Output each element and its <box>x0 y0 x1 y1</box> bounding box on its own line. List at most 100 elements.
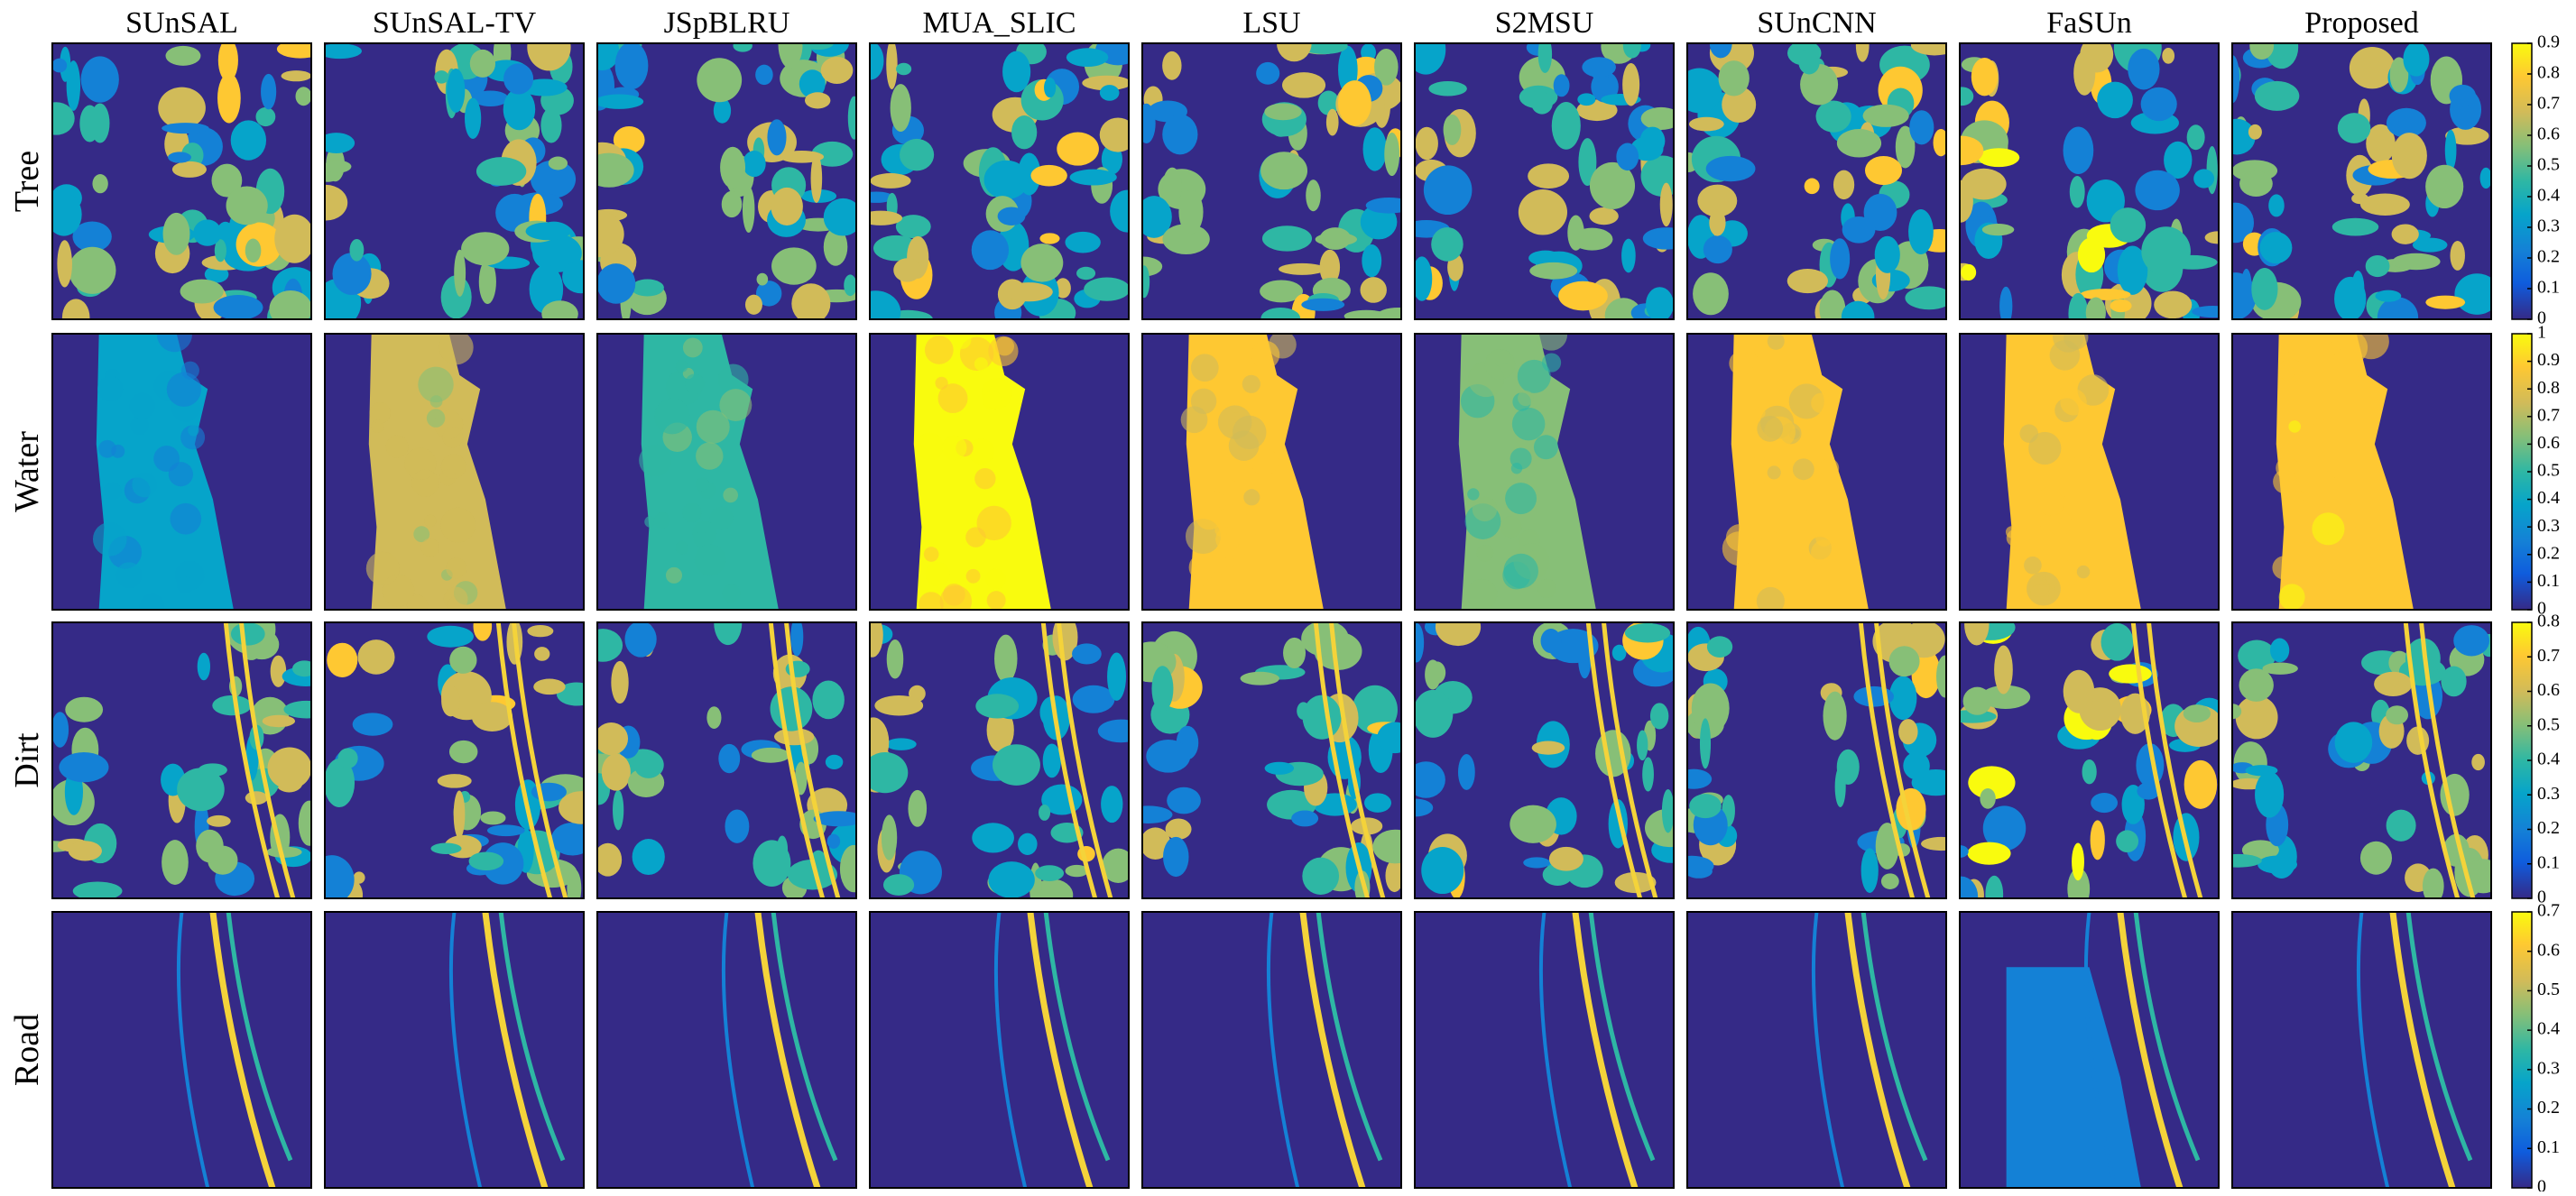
speckle <box>97 375 124 402</box>
blob <box>532 234 582 272</box>
colorbar-tick-label: 0.9 <box>2537 350 2560 370</box>
speckle <box>2333 334 2368 365</box>
blob <box>2334 276 2367 319</box>
blob <box>1518 189 1568 235</box>
blob <box>261 73 277 110</box>
blob <box>813 811 856 827</box>
colorbar-tick-label: 0.5 <box>2537 714 2560 734</box>
colorbar-tick-label: 0 <box>2537 599 2546 619</box>
blob <box>1971 57 1999 97</box>
blob <box>72 221 112 253</box>
colorbar-tick-label: 0.3 <box>2537 216 2560 236</box>
blob <box>207 814 231 827</box>
blob <box>1961 168 2007 200</box>
blob <box>562 260 584 294</box>
blob <box>755 281 782 307</box>
blob <box>1302 695 1342 740</box>
blob <box>1699 718 1712 769</box>
blob <box>2248 124 2262 140</box>
speckle <box>1511 407 1546 441</box>
speckle <box>98 439 116 458</box>
blob <box>2137 782 2160 800</box>
road <box>1299 912 1366 1188</box>
blob <box>1687 855 1714 877</box>
blob <box>751 747 790 763</box>
speckle <box>443 586 468 610</box>
speckle <box>695 477 710 492</box>
blob <box>870 290 901 319</box>
abundance-map <box>1415 912 1674 1188</box>
blob <box>2097 81 2133 119</box>
blob <box>1709 43 1732 59</box>
map-frame <box>1414 911 1675 1189</box>
blob <box>1162 51 1182 80</box>
blob <box>1895 125 1916 169</box>
speckle <box>986 591 1006 610</box>
map-frame <box>324 333 585 611</box>
road-edge <box>1602 622 1658 898</box>
blob <box>994 634 1018 683</box>
blob <box>895 215 931 239</box>
blob <box>1020 244 1064 282</box>
blob <box>597 263 636 304</box>
blob <box>72 881 123 898</box>
blob <box>624 622 657 658</box>
speckle <box>429 395 443 408</box>
abundance-map <box>1415 622 1674 898</box>
blob <box>2374 671 2413 697</box>
map-frame <box>1686 333 1947 611</box>
blob <box>214 239 226 262</box>
speckle <box>2344 358 2364 378</box>
blob <box>1903 751 1930 780</box>
blob <box>69 246 116 294</box>
blob <box>2453 625 2490 657</box>
speckle <box>2321 476 2340 495</box>
blob <box>434 70 449 84</box>
blob <box>2450 241 2465 271</box>
speckle <box>442 427 464 448</box>
blob <box>471 702 513 731</box>
speckle <box>1729 351 1754 376</box>
blob <box>770 686 813 731</box>
blob <box>844 274 856 297</box>
blob <box>2425 164 2464 209</box>
speckle <box>129 392 156 419</box>
colorbar-tick-label: 0 <box>2537 888 2546 907</box>
blob <box>886 639 904 679</box>
abundance-map <box>870 622 1129 898</box>
speckle <box>1223 557 1236 568</box>
speckle <box>965 527 986 547</box>
blob <box>771 187 803 225</box>
blob <box>1977 148 2020 168</box>
blob <box>1415 798 1434 817</box>
map-frame <box>1959 333 2220 611</box>
blob <box>503 63 534 95</box>
blob <box>790 622 804 657</box>
blob <box>825 754 844 770</box>
blob <box>1372 829 1401 864</box>
row-label: Road <box>8 1014 46 1086</box>
map-frame <box>869 621 1130 899</box>
blob <box>1362 127 1387 171</box>
blob <box>886 43 898 89</box>
blob <box>1163 836 1189 878</box>
blob <box>2073 51 2096 96</box>
speckle <box>440 507 475 543</box>
blob <box>1637 730 1648 761</box>
blob <box>975 694 1020 719</box>
blob <box>697 58 743 103</box>
road <box>771 912 838 1162</box>
abundance-map <box>1687 334 1946 610</box>
blob <box>1458 754 1475 790</box>
blob <box>778 43 803 69</box>
blob <box>1018 833 1038 855</box>
blob <box>870 622 883 658</box>
blob <box>2392 253 2441 271</box>
blob <box>2077 237 2106 273</box>
speckle <box>1472 496 1498 522</box>
speckle <box>1533 435 1559 460</box>
speckle <box>924 336 954 364</box>
blob <box>2349 47 2396 89</box>
blob <box>812 680 845 720</box>
